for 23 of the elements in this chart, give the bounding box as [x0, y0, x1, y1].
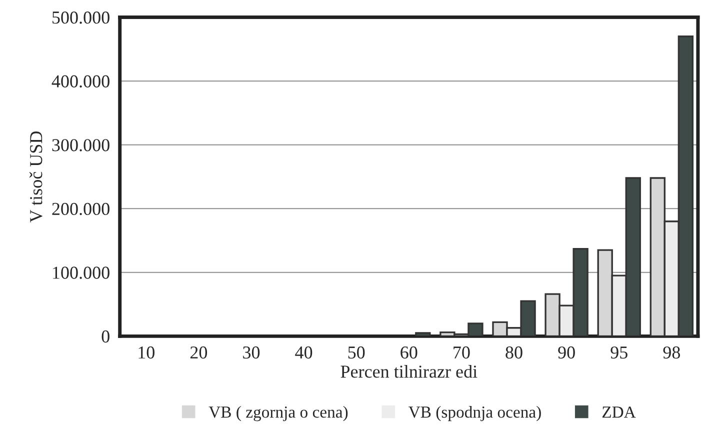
y-tick-label: 200.000 [52, 202, 110, 216]
legend-label: VB (spodnja ocena) [408, 406, 541, 422]
x-tick-label: 20 [190, 346, 208, 359]
x-tick-label: 98 [663, 346, 680, 359]
y-tick-label: 100.000 [53, 266, 110, 279]
x-tick-label: 10 [138, 346, 154, 359]
y-tick-label: 500.000 [52, 11, 110, 24]
x-tick-label: 70 [454, 346, 470, 359]
legend-label: VB ( zgornja o cena) [208, 406, 348, 422]
x-tick-label: 40 [295, 346, 312, 359]
y-tick-label: 300.000 [52, 139, 110, 152]
bar [415, 332, 431, 336]
x-tick-label: 95 [610, 346, 628, 359]
y-tick-label: 0 [102, 330, 110, 343]
x-tick-label: 60 [400, 346, 418, 359]
x-tick-label: 30 [243, 346, 260, 359]
x-tick-label: 90 [558, 346, 575, 359]
x-tick-label: 50 [348, 346, 365, 359]
y-tick-label: 400.000 [52, 75, 110, 88]
x-tick-label: 80 [506, 346, 522, 359]
legend-label: ZDA [602, 406, 636, 418]
x-axis-title: Percen tilnirazr edi [340, 365, 478, 378]
y-axis-title: V tisoč USD [29, 131, 42, 222]
